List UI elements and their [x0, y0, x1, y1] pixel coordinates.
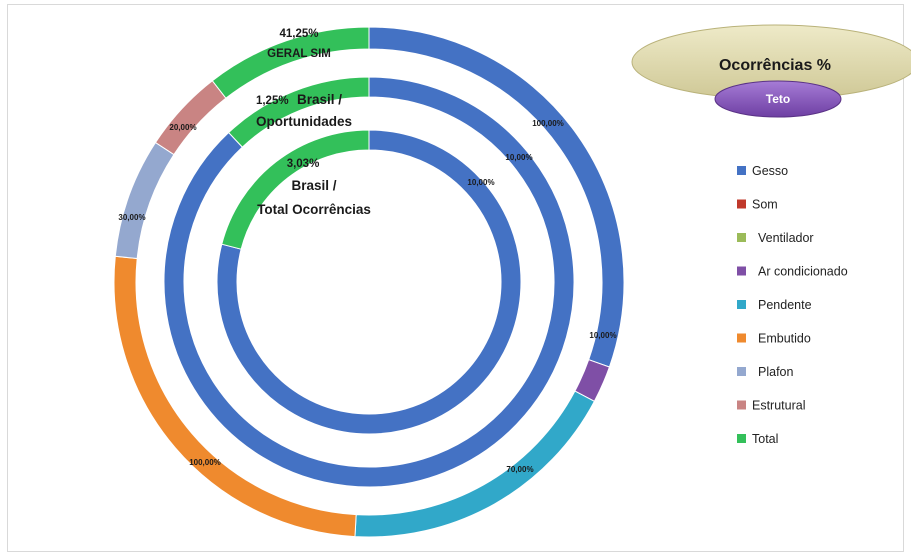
slice-brasil-oportunidades-total — [227, 76, 370, 148]
donut-rings — [113, 26, 625, 538]
slice-label: 10,00% — [589, 331, 616, 340]
legend-label: Ventilador — [758, 231, 814, 245]
legend-label: Embutido — [758, 332, 811, 346]
slice-label: 10,00% — [505, 153, 532, 162]
legend-swatch-embutido — [737, 333, 746, 343]
outer-ring-value: 41,25% — [279, 28, 318, 40]
legend-swatch-pendente — [737, 300, 746, 309]
svg-text:1,25% Brasil /: 1,25% Brasil / — [256, 91, 342, 108]
slice-brasil-total-ocorr-ncias-gesso — [216, 129, 522, 435]
chart-title-badge: Ocorrências % — [631, 24, 911, 100]
slice-labels: 100,00% 10,00% 70,00% 100,00% 30,00% 20,00% 10… — [118, 119, 616, 474]
legend-swatch-ar-condicionado — [737, 266, 746, 276]
slice-geral-sim-estrutural — [154, 80, 227, 156]
outer-ring-name: GERAL SIM — [267, 48, 331, 60]
legend-label: Ar condicionado — [758, 265, 848, 279]
legend-label: Pendente — [758, 298, 812, 312]
inner-ring-name-2: Total Ocorrências — [257, 202, 371, 217]
slice-label: 30,00% — [118, 213, 145, 222]
slice-geral-sim-plafon — [114, 141, 175, 260]
middle-ring-name-2: Oportunidades — [256, 114, 352, 129]
legend-swatch-estrutural — [737, 400, 746, 410]
slice-brasil-oportunidades-gesso — [163, 76, 575, 488]
inner-ring-name-1: Brasil / — [291, 178, 336, 193]
slice-label: 70,00% — [506, 465, 533, 474]
legend: Gesso Som Ventilador Ar condicionado Pendent… — [737, 164, 848, 446]
legend-label: Total — [752, 432, 778, 446]
legend-swatch-som — [737, 199, 746, 209]
slice-label: 100,00% — [189, 458, 221, 467]
slice-label: 100,00% — [532, 119, 564, 128]
legend-label: Estrutural — [752, 399, 806, 413]
legend-label: Plafon — [758, 365, 793, 379]
legend-swatch-gesso — [737, 166, 746, 175]
middle-ring-value: 1,25% — [256, 95, 289, 107]
inner-ring-label: 3,03% Brasil / Total Ocorrências — [257, 158, 371, 217]
outer-ring-label: 41,25% GERAL SIM — [267, 28, 331, 60]
middle-ring-name-1: Brasil / — [297, 92, 342, 107]
slice-label: 10,00% — [467, 178, 494, 187]
slice-brasil-total-ocorr-ncias-total — [221, 129, 370, 250]
legend-swatch-plafon — [737, 367, 746, 376]
chart-subtitle-badge: Teto — [714, 80, 842, 118]
legend-swatch-total — [737, 434, 746, 443]
slice-geral-sim-total — [211, 26, 370, 99]
middle-ring-label: 1,25% Brasil / Oportunidades — [256, 91, 352, 129]
chart-subtitle: Teto — [766, 92, 790, 106]
chart-title: Ocorrências % — [719, 57, 831, 74]
legend-label: Som — [752, 198, 778, 212]
slice-label: 20,00% — [169, 123, 196, 132]
legend-swatch-ventilador — [737, 233, 746, 242]
inner-ring-value: 3,03% — [287, 158, 320, 170]
legend-label: Gesso — [752, 164, 788, 178]
